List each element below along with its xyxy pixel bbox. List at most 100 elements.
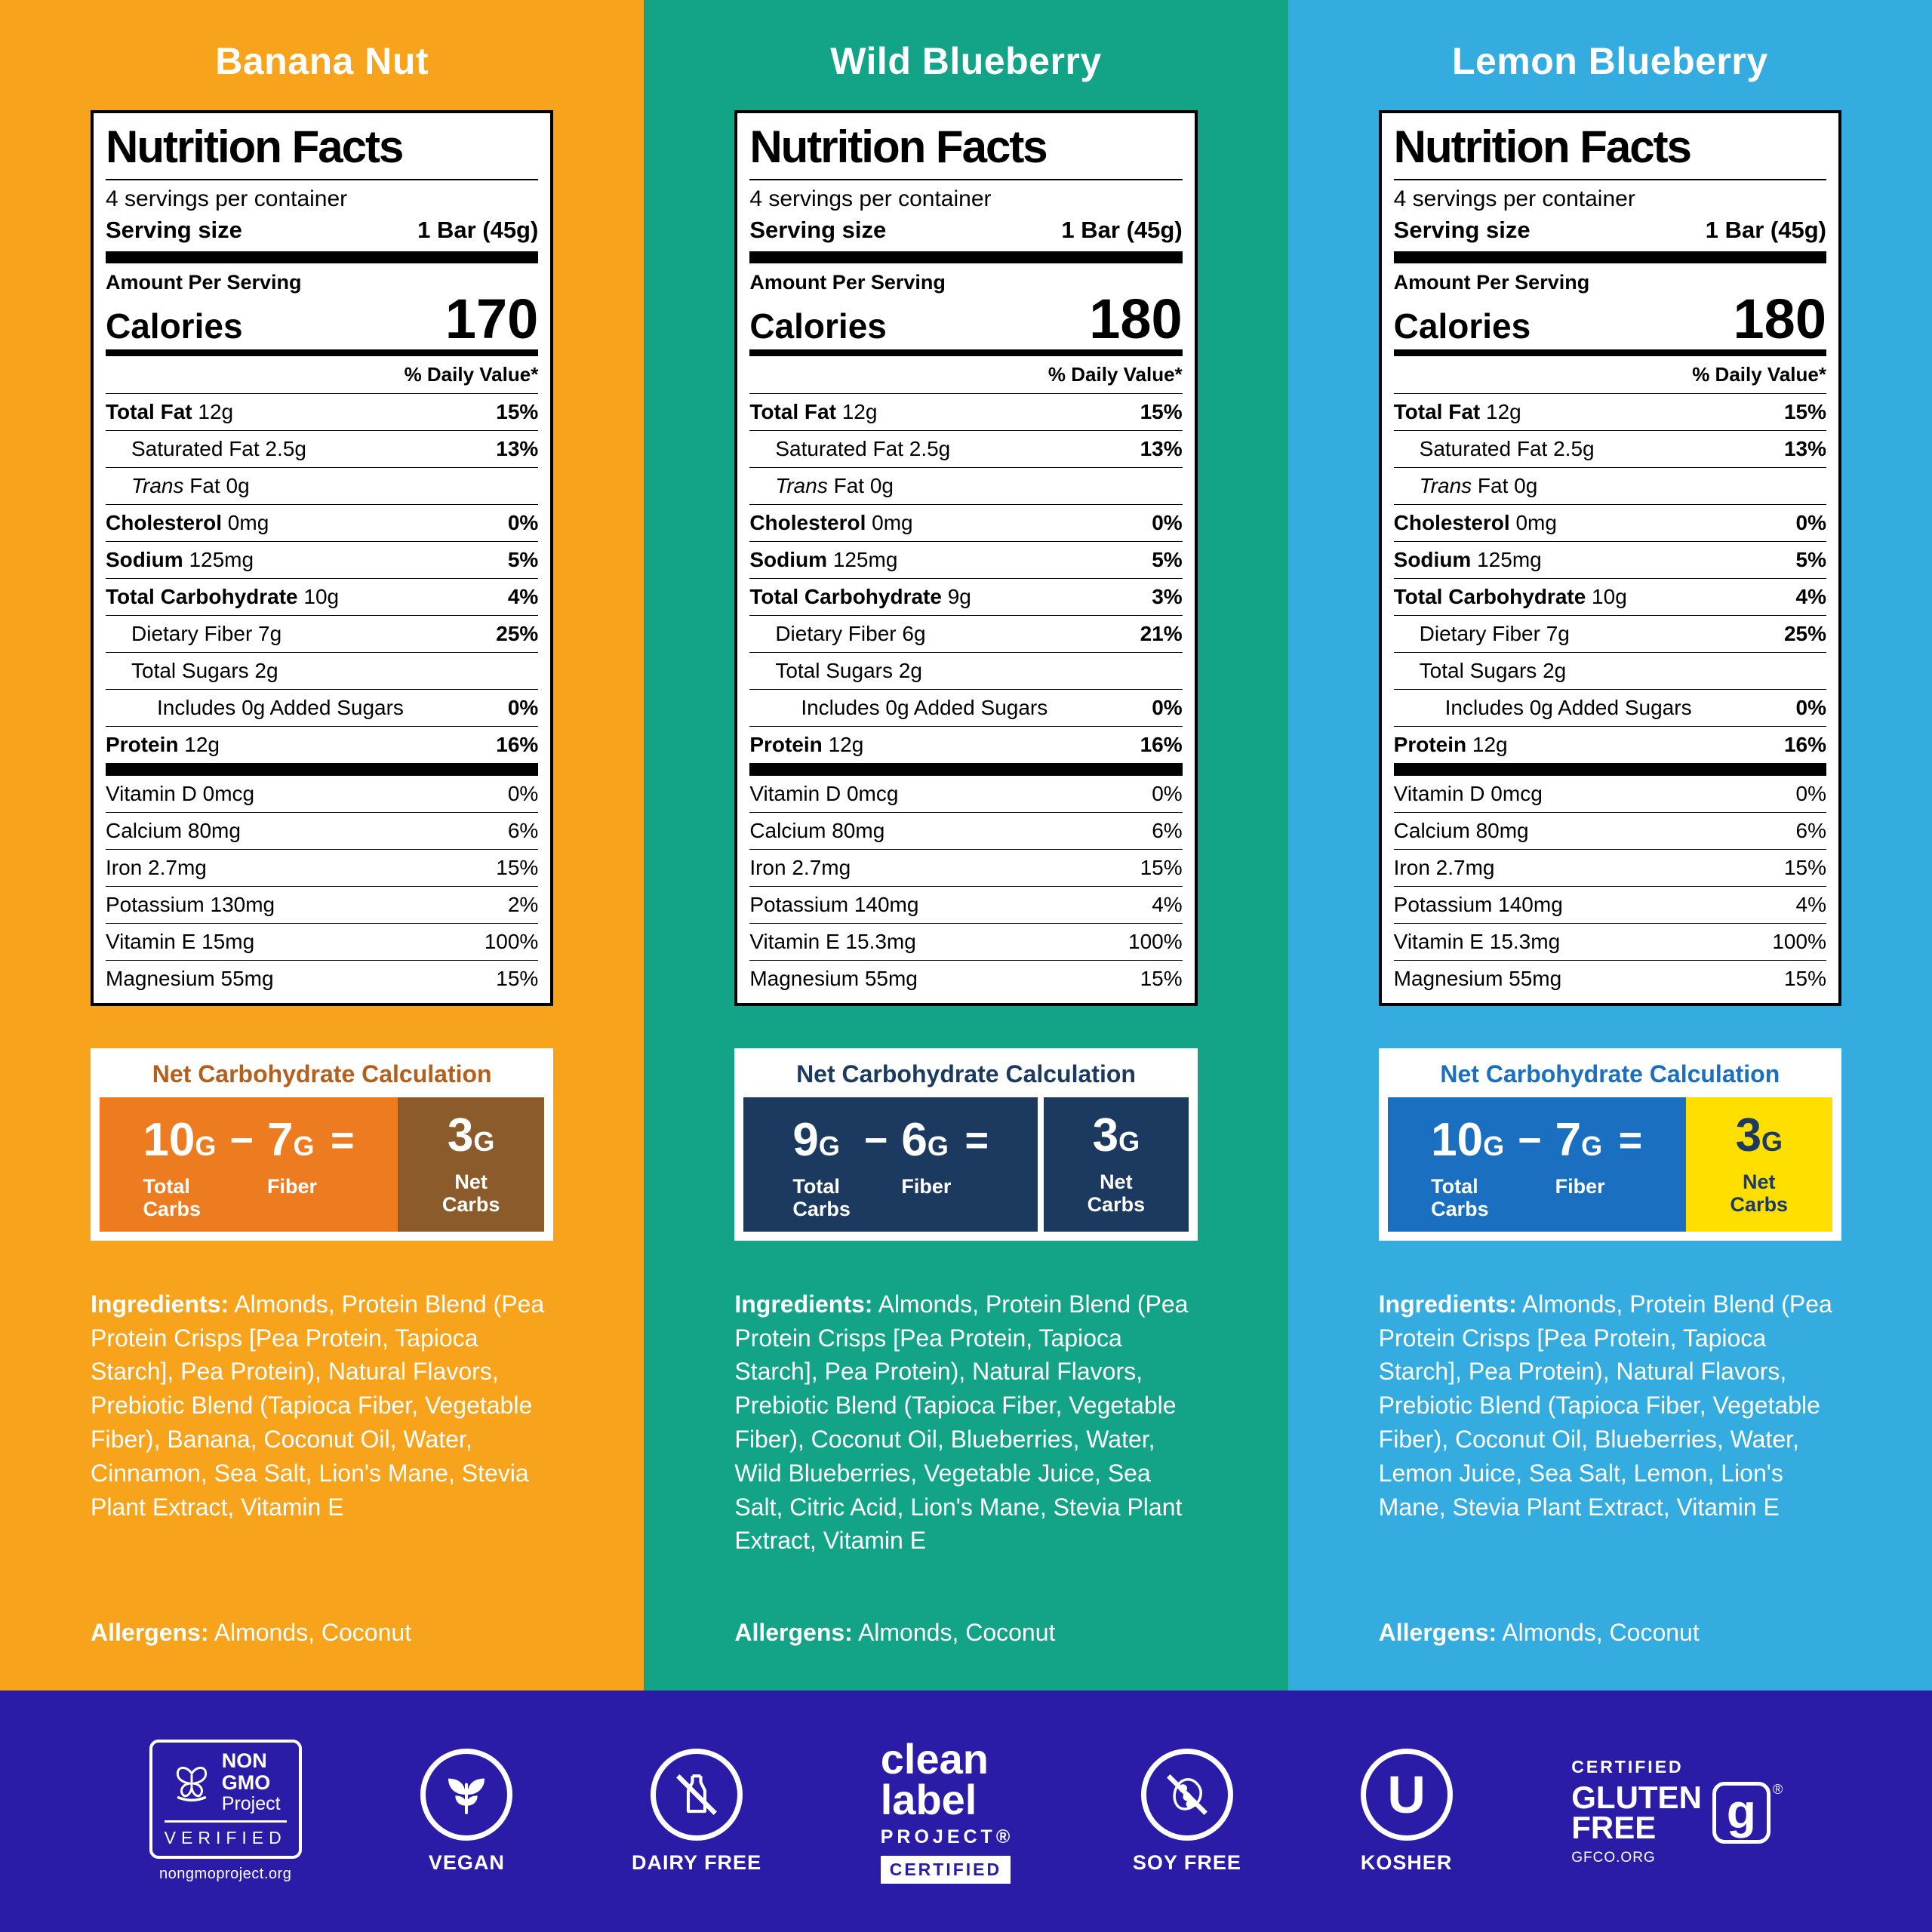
amount-per-serving-label: Amount Per Serving bbox=[106, 271, 302, 294]
net-carbs-value: 3G bbox=[1735, 1109, 1783, 1162]
nutrient-name: Total Fat 12g bbox=[106, 401, 233, 423]
nutrient-name: Total Carbohydrate 9g bbox=[749, 586, 971, 608]
nutrient-daily-value: 13% bbox=[1140, 436, 1183, 460]
kosher-circle: U bbox=[1360, 1748, 1453, 1841]
nutrient-daily-value: 16% bbox=[1783, 732, 1826, 756]
fiber-label: Fiber bbox=[901, 1174, 952, 1198]
nutrient-daily-value: 21% bbox=[1140, 621, 1183, 645]
clean-label-project: PROJECT® bbox=[880, 1826, 1014, 1847]
serving-size-value: 1 Bar (45g) bbox=[1705, 217, 1826, 243]
nutrient-name-bold: Sodium bbox=[1393, 547, 1472, 571]
non-gmo-url: nongmoproject.org bbox=[159, 1866, 292, 1883]
nutrient-name-regular: Includes 0g Added Sugars bbox=[801, 695, 1048, 719]
vitamin-name: Vitamin D 0mcg bbox=[749, 781, 899, 805]
vegan-label: VEGAN bbox=[428, 1850, 505, 1874]
nutrient-row: Protein 12g 16% bbox=[1393, 725, 1826, 763]
nutrition-facts-label: Nutrition Facts 4 servings per container… bbox=[91, 110, 554, 1006]
nutrient-row: Includes 0g Added Sugars 0% bbox=[106, 688, 539, 726]
non-gmo-line2: GMO bbox=[221, 1771, 271, 1794]
nutrient-daily-value: 16% bbox=[496, 732, 539, 756]
allergens-label: Allergens: bbox=[1378, 1619, 1497, 1646]
vitamin-row: Vitamin D 0mcg 0% bbox=[1393, 774, 1826, 812]
nutrient-name-regular: Fat 0g bbox=[1472, 473, 1538, 497]
dairy-free-circle bbox=[651, 1748, 743, 1841]
medium-divider bbox=[749, 349, 1183, 356]
nutrient-daily-value: 0% bbox=[1152, 510, 1183, 534]
nutrient-row: Total Sugars 2g bbox=[749, 651, 1183, 689]
nutrient-row: Total Carbohydrate 9g 3% bbox=[749, 577, 1183, 615]
vitamin-daily-value: 15% bbox=[1140, 966, 1183, 990]
thick-divider bbox=[1393, 762, 1826, 775]
gluten-free-words: GLUTEN FREE bbox=[1571, 1781, 1702, 1843]
gluten-free-certified: CERTIFIED bbox=[1571, 1756, 1684, 1777]
soy-free-circle bbox=[1140, 1748, 1233, 1841]
flavor-panel: Lemon Blueberry Nutrition Facts 4 servin… bbox=[1287, 0, 1932, 1690]
nutrient-daily-value: 0% bbox=[507, 510, 539, 534]
vitamin-daily-value: 4% bbox=[1795, 892, 1826, 916]
nutrition-facts-label: Nutrition Facts 4 servings per container… bbox=[1378, 110, 1841, 1006]
vitamin-name: Calcium 80mg bbox=[106, 818, 241, 842]
daily-value-header: % Daily Value* bbox=[1692, 362, 1826, 386]
nutrient-row: Cholesterol 0mg 0% bbox=[106, 503, 539, 541]
nutrient-rows: Total Fat 12g 15% Saturated Fat 2.5g 13%… bbox=[749, 392, 1183, 763]
net-carbs-result: 3G Net Carbs bbox=[1685, 1097, 1832, 1232]
non-gmo-main: NON GMO Project bbox=[171, 1749, 281, 1814]
nutrient-name-regular: 12g bbox=[822, 732, 864, 756]
vegan-badge: VEGAN bbox=[420, 1748, 513, 1875]
nutrient-name: Saturated Fat 2.5g bbox=[131, 438, 306, 460]
nutrient-daily-value: 5% bbox=[1795, 547, 1826, 571]
total-carbs-value: 10G bbox=[1431, 1113, 1505, 1166]
nutrient-name-regular: Saturated Fat 2.5g bbox=[775, 436, 951, 460]
medium-divider bbox=[106, 349, 539, 356]
nutrient-row: Total Fat 12g 15% bbox=[1393, 392, 1826, 430]
nutrient-row: Total Fat 12g 15% bbox=[106, 392, 539, 430]
ingredients: Ingredients: Almonds, Protein Blend (Pea… bbox=[1379, 1287, 1841, 1524]
non-gmo-line1: NON bbox=[221, 1749, 267, 1772]
fiber-value: 7G bbox=[1555, 1113, 1603, 1166]
vitamin-name: Magnesium 55mg bbox=[106, 966, 274, 990]
net-carb-title: Net Carbohydrate Calculation bbox=[796, 1060, 1136, 1088]
net-carb-equation: 10G Total Carbs − 7G Fiber = bbox=[1387, 1097, 1686, 1232]
vitamin-row: Calcium 80mg 6% bbox=[1393, 811, 1826, 849]
milk-bottle-icon bbox=[676, 1774, 718, 1815]
nutrient-name: Cholesterol 0mg bbox=[1394, 512, 1557, 534]
nutrient-daily-value: 5% bbox=[507, 547, 539, 571]
vitamin-row: Iron 2.7mg 15% bbox=[1393, 848, 1826, 886]
total-carbs-label: Total Carbs bbox=[1431, 1174, 1489, 1221]
vitamin-rows: Vitamin D 0mcg 0% Calcium 80mg 6% Iron 2… bbox=[749, 774, 1183, 997]
nutrition-facts-title: Nutrition Facts bbox=[749, 121, 1183, 180]
net-carb-title: Net Carbohydrate Calculation bbox=[152, 1060, 492, 1088]
equals-sign: = bbox=[1618, 1117, 1643, 1163]
servings-per-container: 4 servings per container bbox=[1393, 186, 1635, 211]
total-carbs-item: 9G Total Carbs bbox=[792, 1116, 851, 1220]
clean-label-word2: label bbox=[880, 1775, 977, 1823]
nutrient-row: Includes 0g Added Sugars 0% bbox=[1393, 688, 1826, 726]
nutrient-name-regular: Saturated Fat 2.5g bbox=[131, 436, 306, 460]
serving-size-row: Serving size 1 Bar (45g) bbox=[1394, 214, 1826, 251]
vitamin-name: Iron 2.7mg bbox=[106, 855, 207, 879]
minus-sign: − bbox=[229, 1117, 254, 1163]
vitamin-row: Vitamin E 15.3mg 100% bbox=[749, 922, 1183, 960]
nutrient-name-regular: Dietary Fiber 7g bbox=[1419, 621, 1570, 645]
vitamin-rows: Vitamin D 0mcg 0% Calcium 80mg 6% Iron 2… bbox=[106, 774, 539, 997]
nutrient-name-regular: Fat 0g bbox=[827, 473, 894, 497]
vitamin-name: Vitamin E 15.3mg bbox=[1393, 929, 1561, 953]
serving-size-label: Serving size bbox=[1393, 217, 1531, 243]
nutrient-name: Cholesterol 0mg bbox=[106, 512, 269, 534]
flavor-title: Wild Blueberry bbox=[830, 40, 1102, 82]
nutrient-name-regular: Fat 0g bbox=[183, 473, 250, 497]
clean-label-word1: clean bbox=[880, 1735, 989, 1783]
vitamin-daily-value: 6% bbox=[1795, 818, 1826, 842]
gfco-logo: g ® bbox=[1712, 1781, 1783, 1844]
vitamin-daily-value: 15% bbox=[496, 966, 539, 990]
nutrient-name: Sodium 125mg bbox=[106, 549, 254, 571]
nutrient-name: Trans Fat 0g bbox=[775, 475, 894, 497]
nutrient-rows: Total Fat 12g 15% Saturated Fat 2.5g 13%… bbox=[106, 392, 539, 763]
ingredients-label: Ingredients: bbox=[1378, 1290, 1517, 1318]
allergens: Allergens: Almonds, Coconut bbox=[734, 1619, 1197, 1690]
nutrient-name: Protein 12g bbox=[1394, 734, 1508, 755]
nutrient-row: Sodium 125mg 5% bbox=[106, 540, 539, 578]
nutrient-name: Includes 0g Added Sugars bbox=[801, 697, 1048, 718]
vitamin-name: Potassium 140mg bbox=[1393, 892, 1563, 916]
